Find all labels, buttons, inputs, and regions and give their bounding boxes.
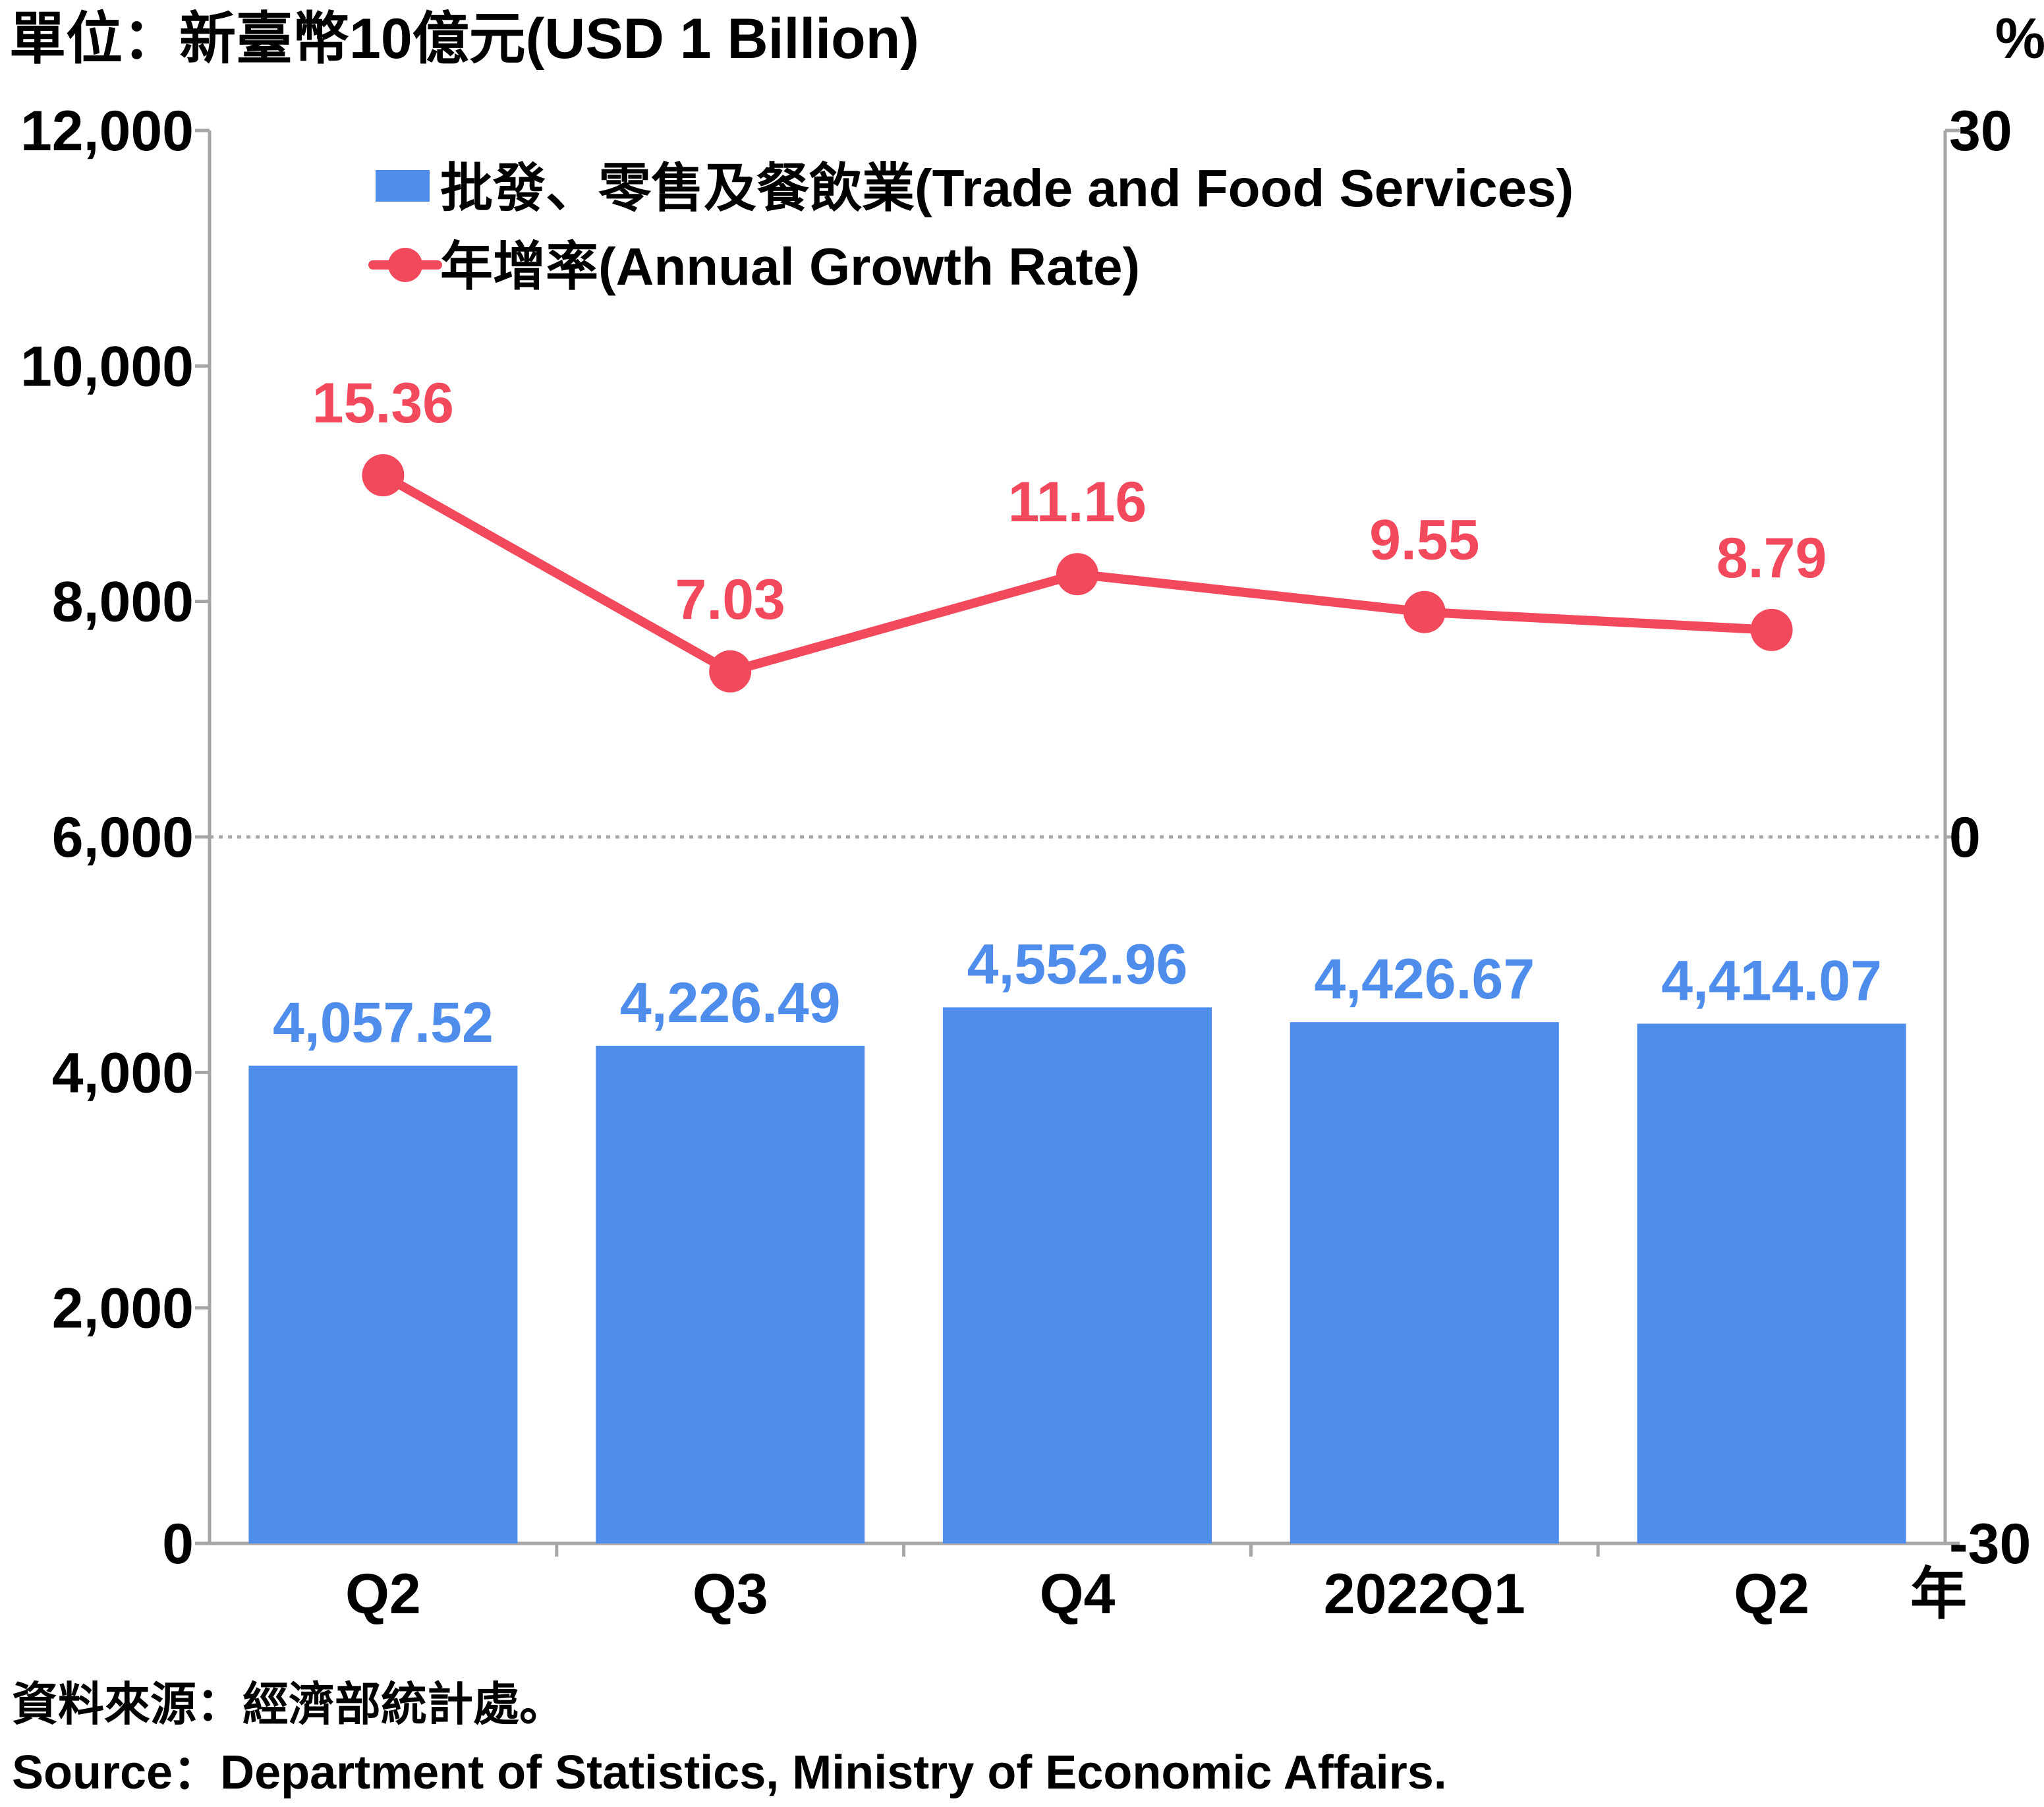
legend-line-marker xyxy=(388,248,422,282)
bar xyxy=(943,1007,1212,1543)
growth-rate-label: 11.16 xyxy=(1008,471,1147,534)
y-left-tick-label: 12,000 xyxy=(20,100,194,163)
y-left-tick-label: 2,000 xyxy=(52,1277,194,1340)
y-right-tick-label: 0 xyxy=(1949,806,1981,869)
y-left-tick-label: 8,000 xyxy=(52,571,194,634)
growth-rate-point xyxy=(1750,608,1793,651)
bar xyxy=(1290,1022,1559,1543)
growth-rate-point xyxy=(1056,553,1098,596)
y-left-tick-label: 4,000 xyxy=(52,1041,194,1104)
x-tick-label: Q2 xyxy=(345,1563,421,1626)
y-right-tick-label: -30 xyxy=(1949,1512,2031,1576)
bar-series: 4,057.52 4,226.49 4,552.96 4,426.67 4,414.07 xyxy=(248,933,1906,1543)
growth-rate-point xyxy=(709,650,752,693)
growth-rate-label: 15.36 xyxy=(312,372,454,435)
source-zh: 資料來源：經濟部統計處。 xyxy=(12,1678,565,1730)
growth-rate-label: 7.03 xyxy=(675,568,785,631)
growth-rate-label: 8.79 xyxy=(1717,527,1827,590)
x-tick-label: Q4 xyxy=(1040,1563,1116,1626)
x-tick-label: Q2 xyxy=(1734,1563,1809,1626)
growth-rate-point xyxy=(362,454,405,497)
bar xyxy=(248,1066,518,1543)
bar-value-label: 4,226.49 xyxy=(620,971,841,1035)
legend-bar-swatch xyxy=(376,170,430,202)
y-left-tick-label: 6,000 xyxy=(52,806,194,869)
year-suffix: 年 xyxy=(1910,1563,1967,1626)
axes: 0 2,000 4,000 6,000 8,000 10,000 12,000 -30 0 30 Q… xyxy=(20,100,2031,1626)
bar-value-label: 4,426.67 xyxy=(1314,948,1535,1011)
unit-label: 單位：新臺幣10億元(USD 1 Billion) xyxy=(9,7,919,71)
y-left-tick-label: 0 xyxy=(162,1512,194,1576)
legend: 批發、零售及餐飲業(Trade and Food Services) 年增率(A… xyxy=(368,159,1574,296)
bar-value-label: 4,057.52 xyxy=(273,991,494,1054)
x-tick-label: Q3 xyxy=(693,1563,768,1626)
source-en: Source：Department of Statistics, Ministr… xyxy=(12,1746,1447,1799)
right-axis-unit: % xyxy=(1995,7,2044,71)
bar xyxy=(1637,1023,1906,1543)
legend-bar-label: 批發、零售及餐飲業(Trade and Food Services) xyxy=(440,159,1574,217)
x-tick-label: 2022Q1 xyxy=(1324,1563,1525,1626)
bar xyxy=(596,1045,865,1543)
bar-value-label: 4,414.07 xyxy=(1661,949,1882,1012)
bar-value-label: 4,552.96 xyxy=(967,933,1188,996)
growth-rate-label: 9.55 xyxy=(1369,509,1479,572)
legend-line-label: 年增率(Annual Growth Rate) xyxy=(440,237,1140,296)
growth-rate-point xyxy=(1403,590,1446,633)
growth-rate-series: 15.36 7.03 11.16 9.55 8.79 xyxy=(312,372,1827,693)
y-left-tick-label: 10,000 xyxy=(20,335,194,398)
y-right-tick-label: 30 xyxy=(1949,100,2012,163)
